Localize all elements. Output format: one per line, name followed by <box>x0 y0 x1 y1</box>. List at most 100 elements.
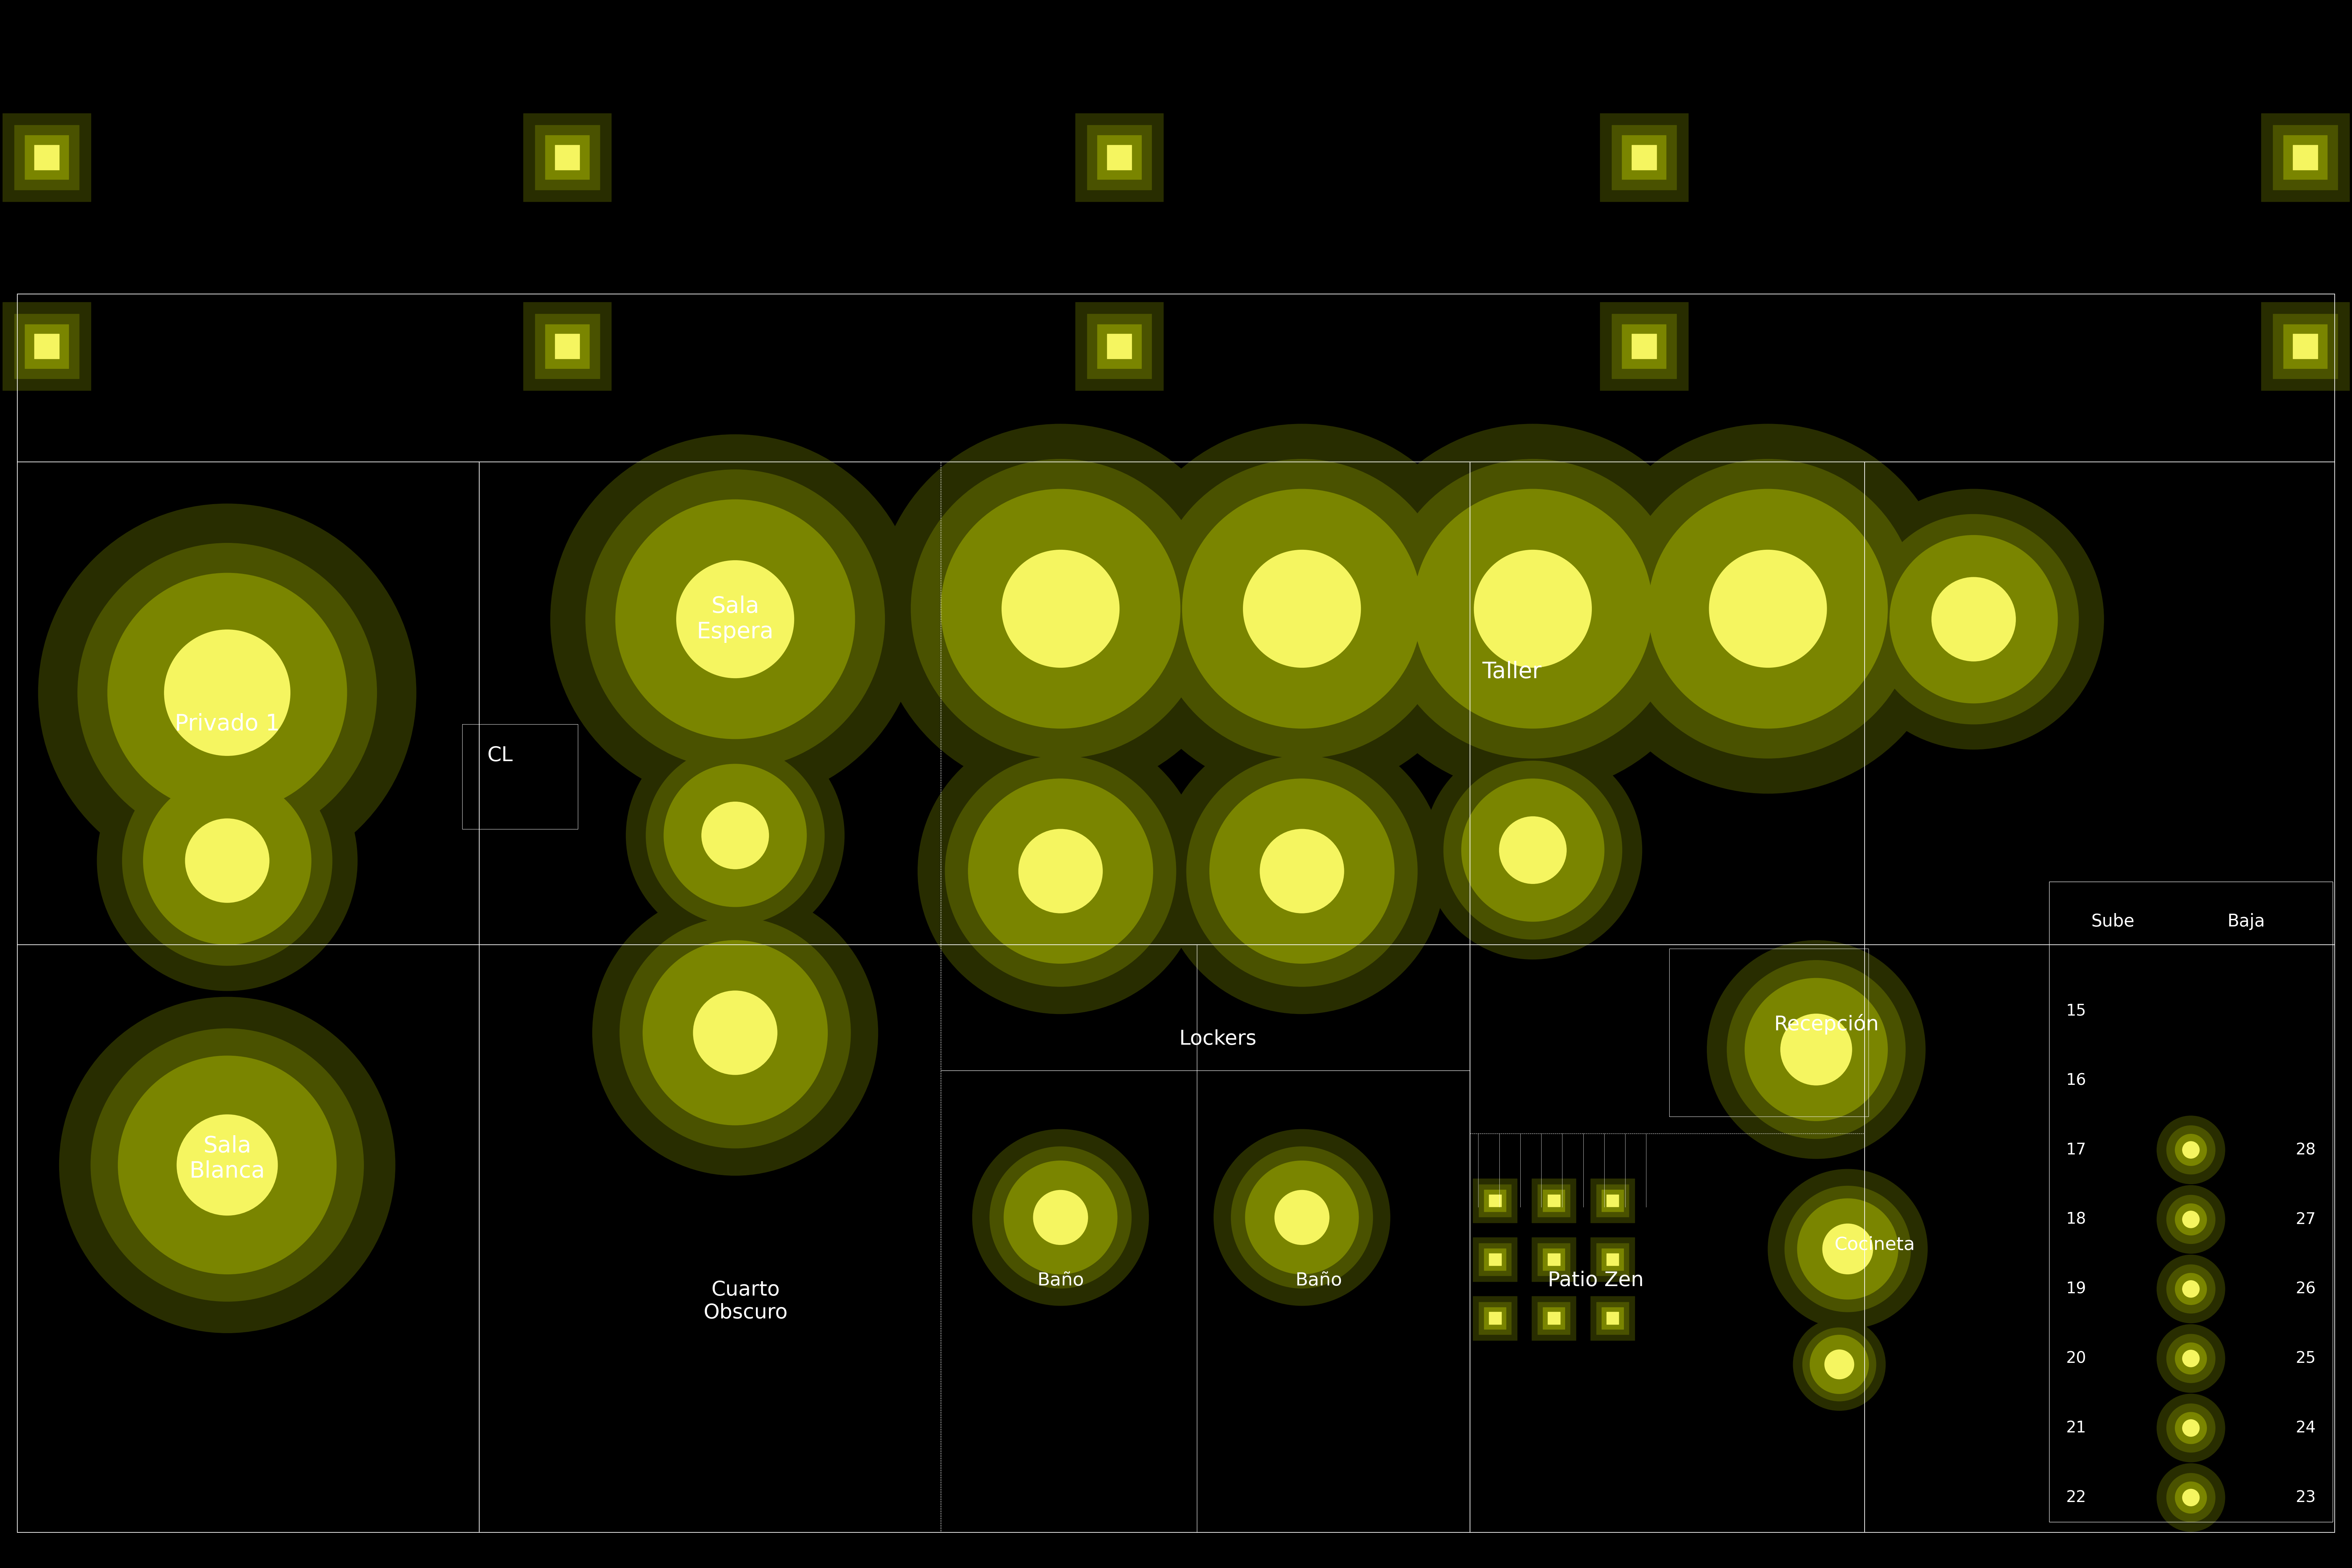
Bar <box>1602 1308 1623 1330</box>
Bar <box>1098 135 1141 179</box>
Bar <box>1623 325 1665 368</box>
Circle shape <box>38 503 416 881</box>
Circle shape <box>550 434 920 804</box>
Circle shape <box>1802 1328 1877 1402</box>
Circle shape <box>2183 1490 2199 1507</box>
Circle shape <box>946 756 1176 986</box>
Text: 24: 24 <box>2296 1421 2317 1436</box>
Text: CL: CL <box>487 746 513 765</box>
Circle shape <box>2166 1474 2216 1523</box>
Bar <box>1479 1243 1512 1276</box>
Bar <box>2293 146 2317 169</box>
Bar <box>1489 1312 1501 1325</box>
Text: 26: 26 <box>2296 1281 2317 1297</box>
Text: Sala
Espera: Sala Espera <box>696 596 774 643</box>
Bar <box>2272 125 2338 190</box>
Circle shape <box>593 891 877 1176</box>
Text: Sala
Blanca: Sala Blanca <box>191 1135 266 1182</box>
Bar <box>463 724 579 829</box>
Circle shape <box>1244 550 1362 668</box>
Circle shape <box>1383 459 1682 759</box>
Circle shape <box>1649 489 1889 729</box>
Circle shape <box>701 801 769 869</box>
Circle shape <box>663 764 807 906</box>
Circle shape <box>1726 960 1905 1138</box>
Bar <box>1472 1297 1517 1341</box>
Text: Lockers: Lockers <box>1178 1029 1256 1049</box>
Bar <box>1597 1301 1630 1334</box>
Circle shape <box>122 756 332 966</box>
Bar <box>1543 1248 1564 1270</box>
Circle shape <box>2176 1413 2206 1444</box>
Bar <box>1670 949 1870 1116</box>
Text: 27: 27 <box>2296 1212 2317 1228</box>
Bar <box>2 303 92 390</box>
Circle shape <box>1117 423 1486 793</box>
Bar <box>1548 1312 1559 1325</box>
Circle shape <box>941 489 1181 729</box>
Circle shape <box>2157 1463 2225 1532</box>
Bar <box>2272 314 2338 378</box>
Circle shape <box>59 997 395 1333</box>
Bar <box>1590 1297 1635 1341</box>
Circle shape <box>143 776 310 944</box>
Circle shape <box>2157 1394 2225 1461</box>
Text: 15: 15 <box>2065 1004 2086 1019</box>
Circle shape <box>1261 829 1343 913</box>
Bar <box>1075 303 1164 390</box>
Text: 25: 25 <box>2296 1350 2317 1366</box>
Bar <box>16 293 2336 1532</box>
Text: Baño: Baño <box>1037 1272 1084 1289</box>
Circle shape <box>1475 550 1592 668</box>
Bar <box>35 146 59 169</box>
Circle shape <box>1244 1160 1359 1275</box>
Bar <box>1098 325 1141 368</box>
Text: Taller: Taller <box>1482 660 1541 682</box>
Circle shape <box>647 746 826 925</box>
Text: 23: 23 <box>2296 1490 2317 1505</box>
Bar <box>1087 125 1152 190</box>
Bar <box>1472 1179 1517 1223</box>
Bar <box>534 125 600 190</box>
Bar <box>14 314 80 378</box>
Circle shape <box>1461 779 1604 922</box>
Bar <box>1548 1195 1559 1207</box>
Bar <box>1087 314 1152 378</box>
Circle shape <box>626 726 844 944</box>
Circle shape <box>1214 1129 1390 1306</box>
Circle shape <box>2183 1419 2199 1436</box>
Circle shape <box>2183 1281 2199 1297</box>
Text: Baño: Baño <box>1296 1272 1343 1289</box>
Text: 17: 17 <box>2065 1142 2086 1157</box>
Circle shape <box>694 991 776 1074</box>
Circle shape <box>92 1029 365 1301</box>
Bar <box>1484 1190 1505 1212</box>
Bar <box>1602 1248 1623 1270</box>
Bar <box>1489 1195 1501 1207</box>
Circle shape <box>2166 1334 2216 1383</box>
Circle shape <box>2157 1116 2225 1184</box>
Text: 21: 21 <box>2065 1421 2086 1436</box>
Bar <box>1108 334 1131 359</box>
Bar <box>1531 1237 1576 1281</box>
Circle shape <box>2176 1342 2206 1374</box>
Circle shape <box>969 779 1152 963</box>
Text: Baja: Baja <box>2227 913 2265 930</box>
Circle shape <box>1183 489 1421 729</box>
Circle shape <box>2166 1126 2216 1174</box>
Bar <box>522 303 612 390</box>
Circle shape <box>1780 1014 1851 1085</box>
Bar <box>1548 1253 1559 1265</box>
Text: 22: 22 <box>2065 1490 2086 1505</box>
Bar <box>1597 1184 1630 1217</box>
Circle shape <box>1209 779 1395 963</box>
Circle shape <box>1769 1170 1929 1328</box>
Circle shape <box>1152 459 1451 759</box>
Circle shape <box>2176 1134 2206 1165</box>
Bar <box>2 113 92 202</box>
Bar <box>2260 113 2350 202</box>
Circle shape <box>1160 729 1444 1014</box>
Circle shape <box>96 731 358 991</box>
Circle shape <box>1275 1190 1329 1245</box>
Circle shape <box>917 729 1204 1014</box>
